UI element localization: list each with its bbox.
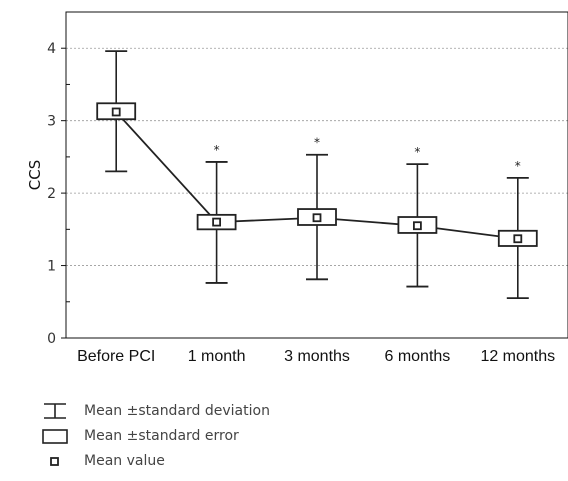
y-tick-label: 4 [47, 41, 56, 57]
y-axis-ticks: 0 1 2 3 4 [47, 41, 70, 347]
legend: Mean ±standard deviation Mean ±standard … [40, 400, 270, 475]
significance-marker: * [414, 145, 420, 159]
plot-area-frame [65, 11, 568, 339]
legend-label-se: Mean ±standard error [84, 428, 239, 444]
x-category-label: 1 month [188, 348, 246, 365]
square-point-icon [50, 457, 59, 466]
y-axis-title: CCS [26, 160, 44, 190]
x-category-label: Before PCI [77, 348, 155, 365]
legend-item-se: Mean ±standard error [40, 425, 270, 447]
mean-point [111, 107, 121, 117]
significance-marker: * [515, 159, 521, 173]
box-group: * [397, 145, 438, 288]
y-tick-label: 2 [47, 186, 56, 202]
legend-item-mean: Mean value [40, 450, 270, 472]
box-icon [42, 429, 68, 444]
mean-point [212, 217, 222, 227]
legend-item-sd: Mean ±standard deviation [40, 400, 270, 422]
box-group: * [297, 136, 337, 281]
whisker-icon [44, 403, 66, 419]
significance-marker: * [214, 143, 220, 157]
mean-point [312, 213, 322, 223]
mean-point [412, 221, 422, 231]
x-category-label: 12 months [480, 348, 555, 365]
significance-marker: * [314, 136, 320, 150]
x-category-label: 6 months [384, 348, 450, 365]
box-group [96, 50, 137, 173]
x-category-label: 3 months [284, 348, 350, 365]
box-group: * [196, 143, 237, 284]
legend-label-sd: Mean ±standard deviation [84, 403, 270, 419]
legend-label-mean: Mean value [84, 453, 165, 469]
box-group: * [497, 159, 538, 300]
x-axis-category-labels: Before PCI 1 month 3 months 6 months 12 mont… [77, 348, 555, 365]
box-plot-chart: 0 1 2 3 4 CCS * * * * Before PCI 1 month 3 months… [26, 11, 568, 365]
mean-point [513, 234, 523, 244]
y-tick-label: 0 [47, 331, 56, 347]
y-tick-label: 1 [47, 259, 56, 275]
box-groups: * * * * [96, 50, 538, 300]
y-tick-label: 3 [47, 114, 56, 130]
